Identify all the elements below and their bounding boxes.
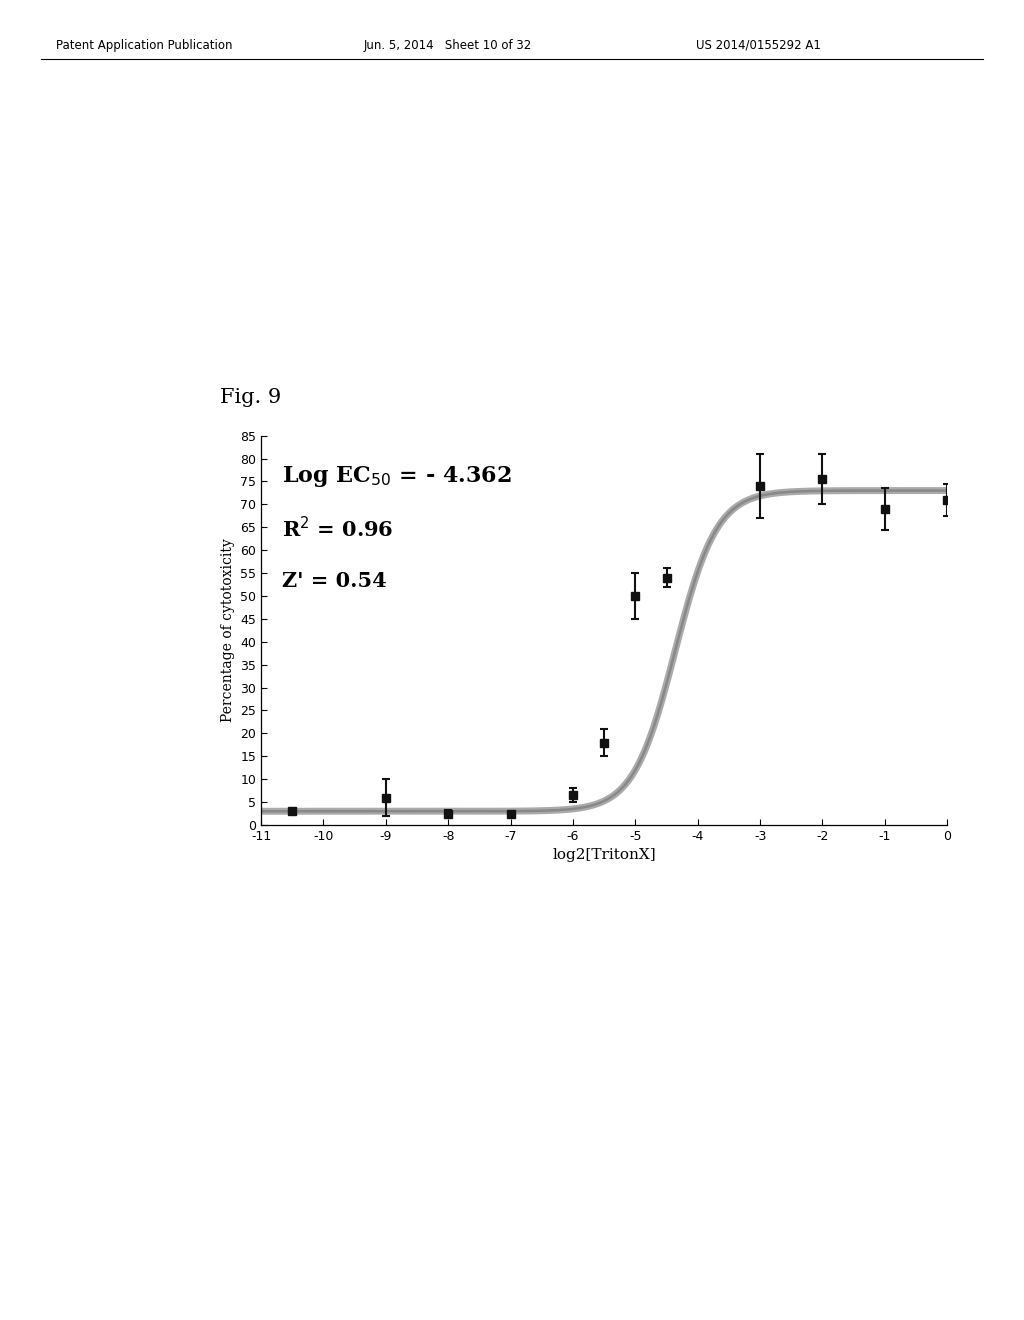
Text: Jun. 5, 2014   Sheet 10 of 32: Jun. 5, 2014 Sheet 10 of 32: [364, 38, 531, 51]
Text: US 2014/0155292 A1: US 2014/0155292 A1: [696, 38, 821, 51]
X-axis label: log2[TritonX]: log2[TritonX]: [552, 849, 656, 862]
Y-axis label: Percentage of cytotoxicity: Percentage of cytotoxicity: [221, 539, 234, 722]
Text: Patent Application Publication: Patent Application Publication: [56, 38, 232, 51]
Text: Z' = 0.54: Z' = 0.54: [282, 572, 386, 591]
Text: R$^{2}$ = 0.96: R$^{2}$ = 0.96: [282, 516, 393, 541]
Text: Fig. 9: Fig. 9: [220, 388, 282, 407]
Text: Log EC$_{50}$ = - 4.362: Log EC$_{50}$ = - 4.362: [282, 465, 512, 490]
